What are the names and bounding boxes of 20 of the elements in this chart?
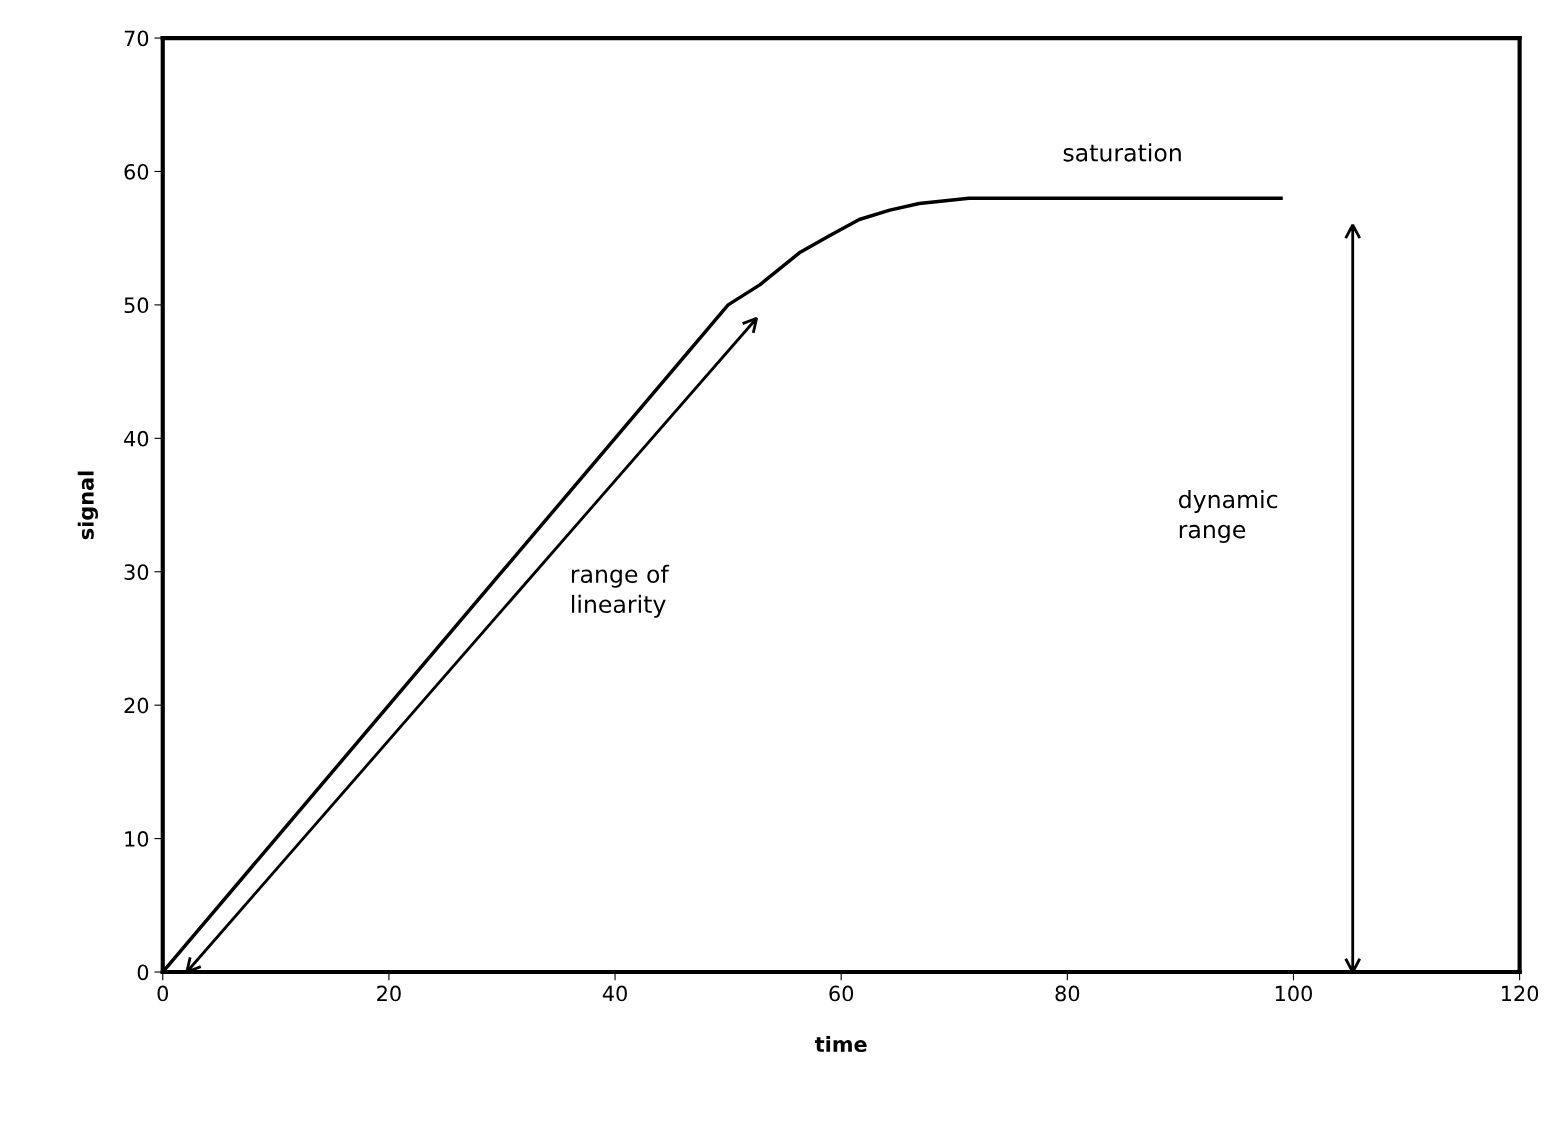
x-tick-label: 80 (1055, 985, 1080, 1002)
x-tick-label: 60 (829, 985, 854, 1002)
y-tick-label: 0 (137, 964, 149, 981)
annotation: dynamic range (1178, 490, 1278, 543)
x-axis-title: time (814, 1035, 867, 1053)
x-tick-label: 120 (1502, 985, 1539, 1002)
y-tick-label: 70 (124, 30, 149, 47)
annotation: saturation (1063, 143, 1181, 162)
y-tick-label: 40 (124, 430, 149, 447)
x-tick-label: 40 (602, 985, 627, 1002)
y-tick-label: 60 (124, 163, 149, 180)
y-tick-label: 50 (124, 297, 149, 314)
y-axis-title: signal (77, 471, 99, 540)
x-tick-label: 0 (157, 985, 168, 1002)
x-tick-label: 100 (1275, 985, 1312, 1002)
y-tick-label: 10 (125, 831, 149, 847)
y-tick-label: 30 (124, 564, 149, 580)
x-tick-label: 20 (377, 985, 401, 1002)
y-tick-label: 20 (124, 697, 149, 714)
annotation: range of linearity (571, 564, 670, 618)
